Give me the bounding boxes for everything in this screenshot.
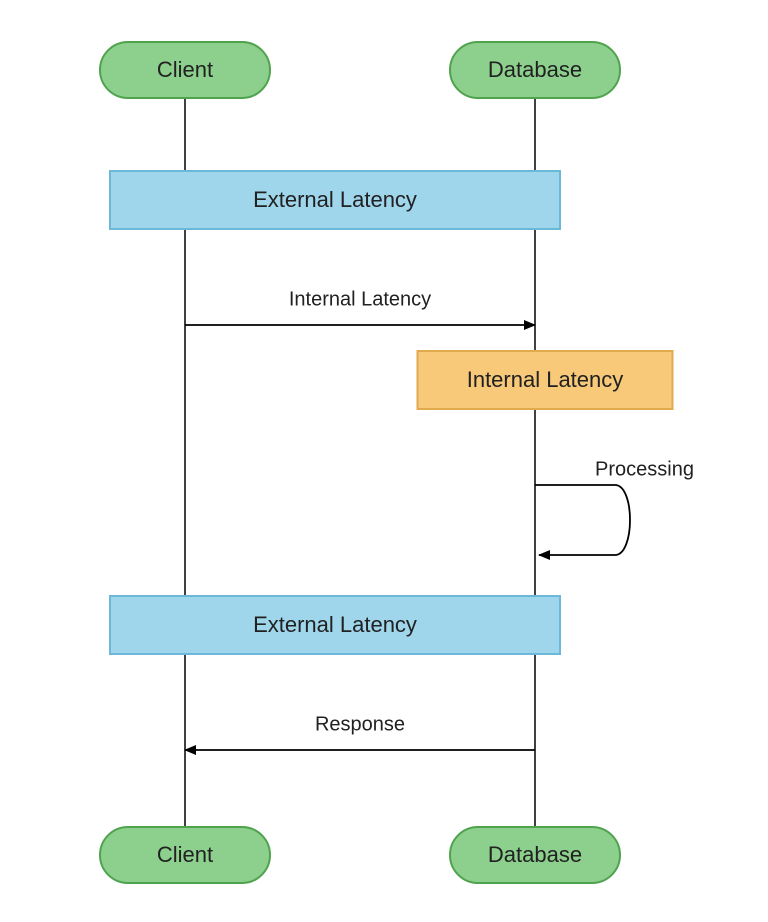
database-actor-top-label: Database (488, 57, 582, 82)
external-latency-label-1: External Latency (253, 187, 417, 212)
client-actor-bottom-label: Client (157, 842, 213, 867)
response-arrow-label: Response (315, 713, 405, 735)
internal-latency-bar-label: Internal Latency (467, 367, 624, 392)
processing-loop (535, 485, 630, 555)
processing-label: Processing (595, 458, 694, 480)
external-latency-label-2: External Latency (253, 612, 417, 637)
client-actor-top-label: Client (157, 57, 213, 82)
database-actor-bottom-label: Database (488, 842, 582, 867)
sequence-diagram: External Latency Internal Latency Intern… (0, 0, 768, 922)
internal-latency-arrow-label: Internal Latency (289, 288, 431, 310)
